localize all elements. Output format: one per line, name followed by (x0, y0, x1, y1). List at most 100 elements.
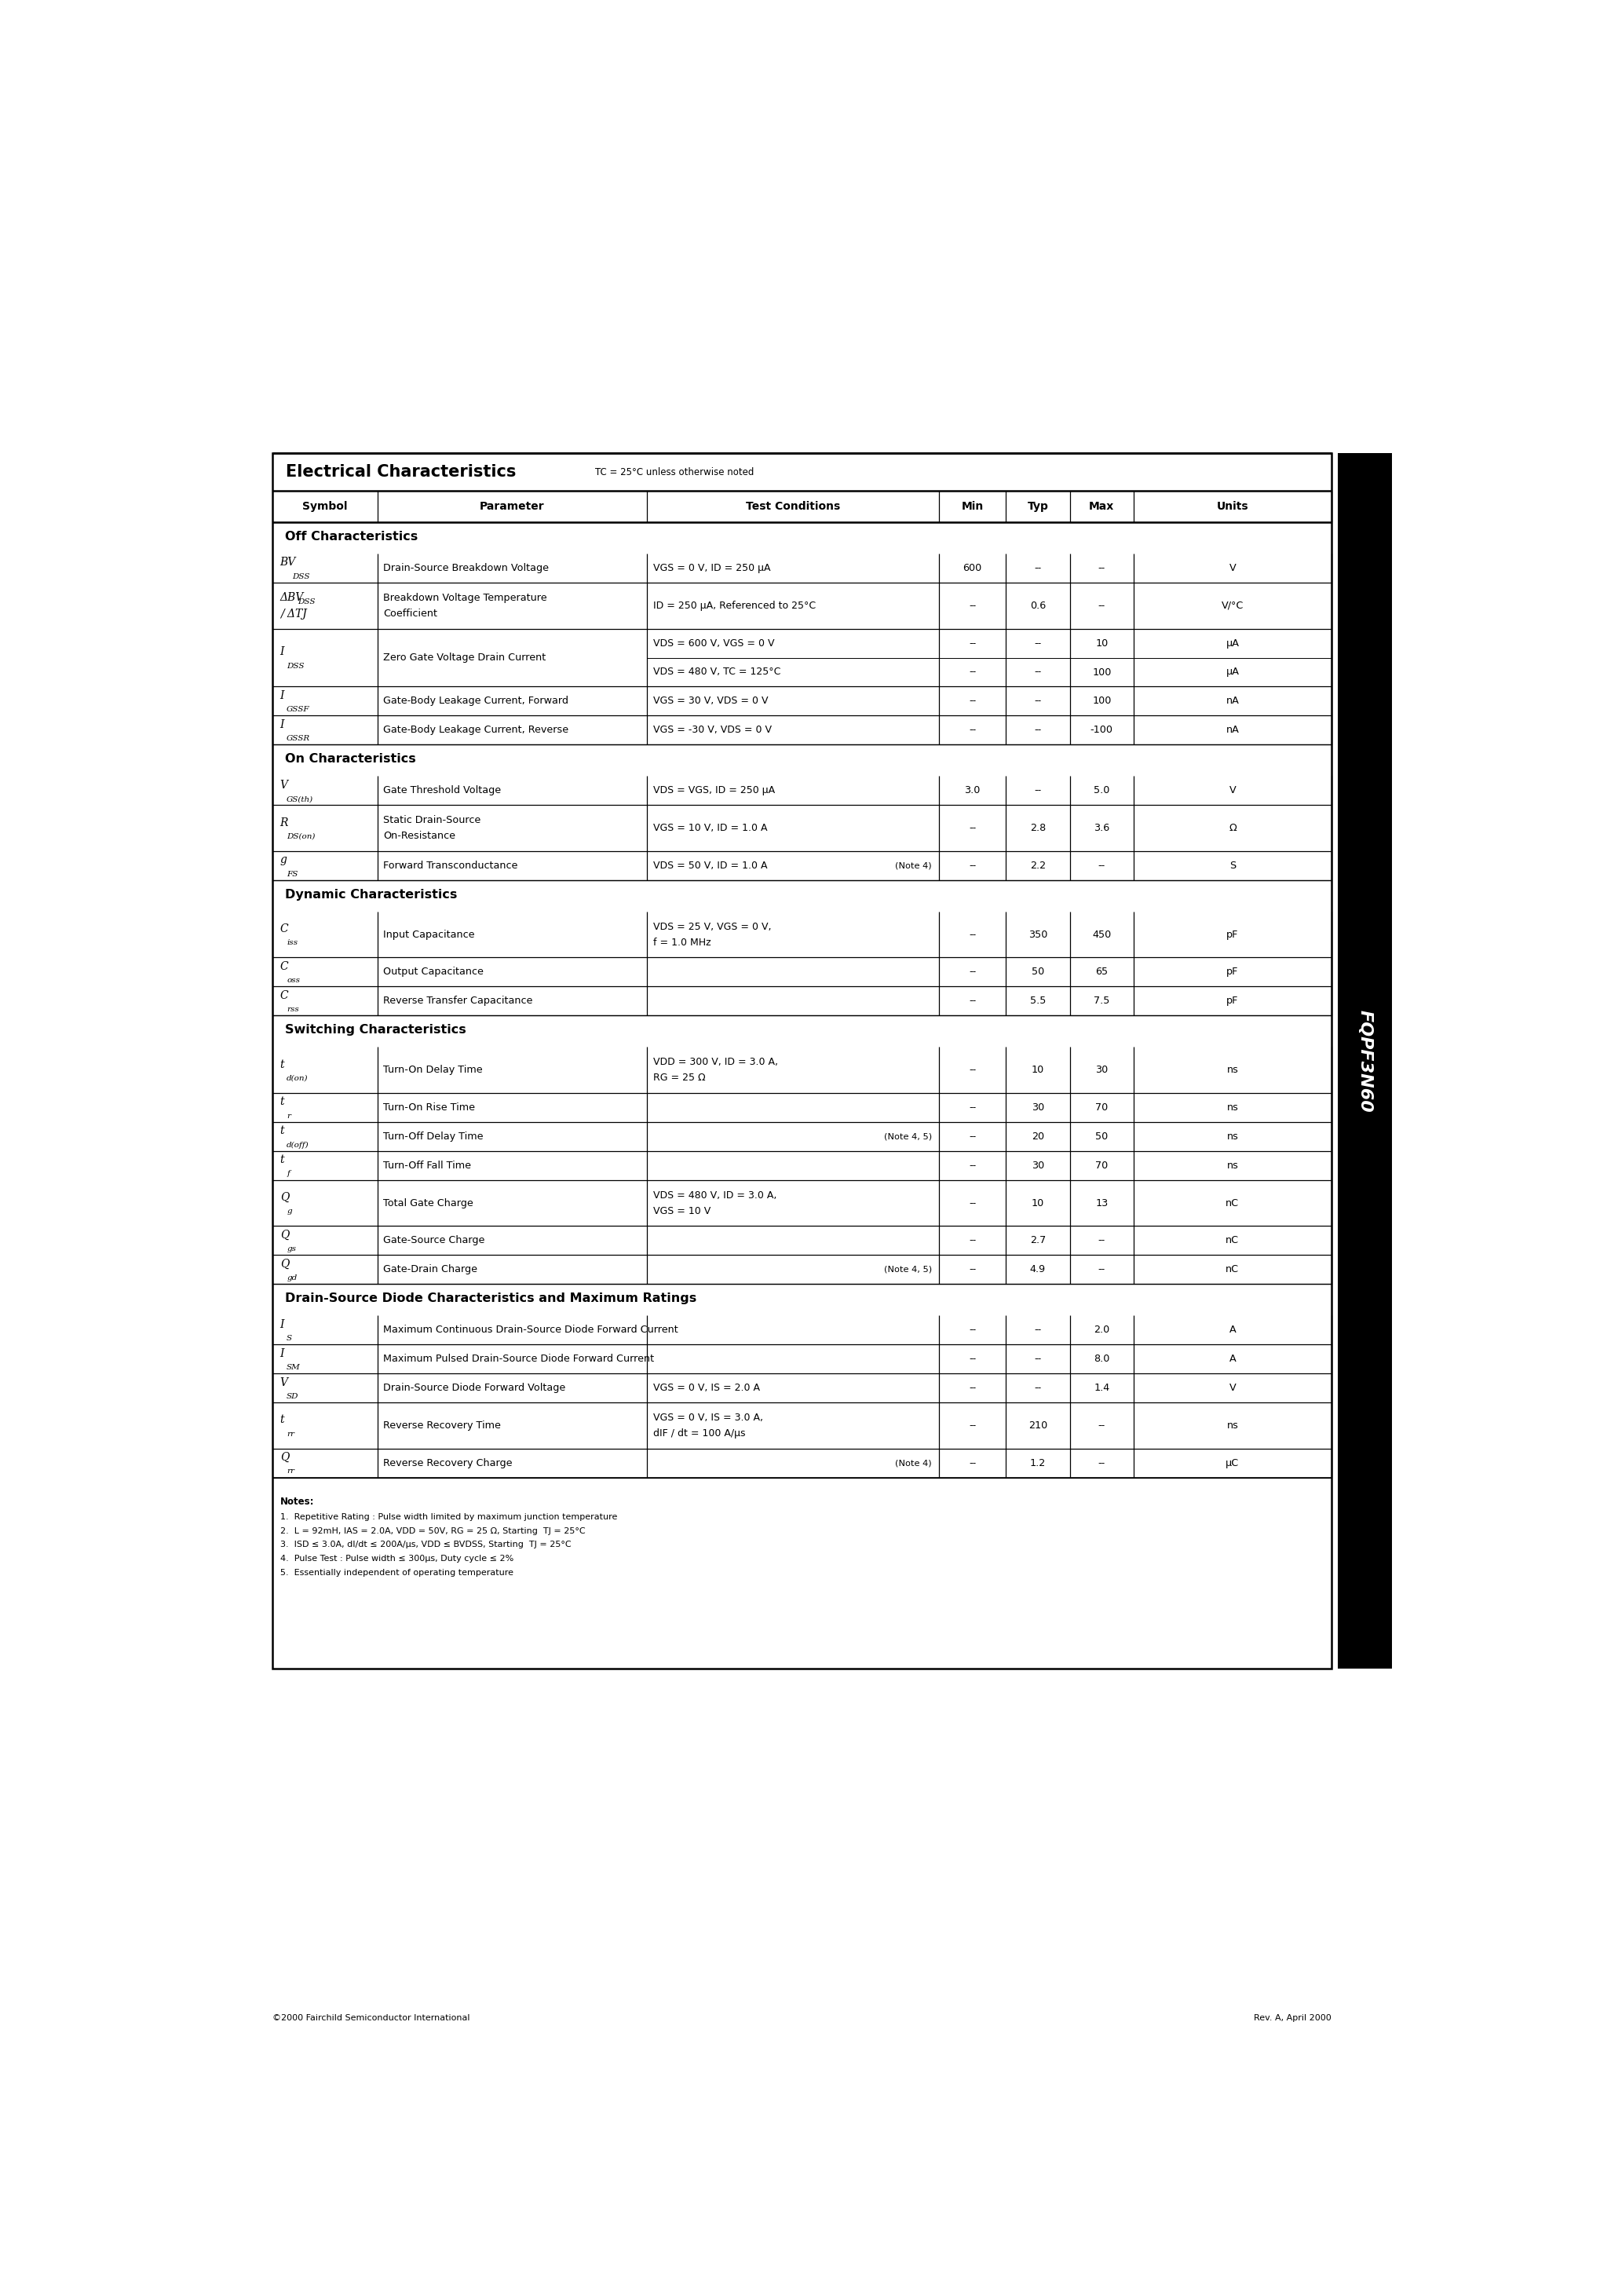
Text: d(on): d(on) (287, 1075, 308, 1081)
Text: VDS = 25 V, VGS = 0 V,: VDS = 25 V, VGS = 0 V, (654, 921, 770, 932)
Text: Q: Q (281, 1192, 289, 1203)
Text: (Note 4, 5): (Note 4, 5) (884, 1265, 931, 1274)
Text: C: C (281, 962, 289, 971)
Text: r: r (287, 1111, 290, 1120)
Text: --: -- (968, 1458, 976, 1467)
Text: μA: μA (1226, 668, 1239, 677)
Text: ns: ns (1226, 1065, 1238, 1075)
Text: VDS = 480 V, ID = 3.0 A,: VDS = 480 V, ID = 3.0 A, (654, 1189, 777, 1201)
Text: --: -- (968, 930, 976, 939)
Text: 210: 210 (1028, 1421, 1048, 1430)
Text: μA: μA (1226, 638, 1239, 647)
Text: V: V (281, 1378, 287, 1389)
Text: 1.  Repetitive Rating : Pulse width limited by maximum junction temperature: 1. Repetitive Rating : Pulse width limit… (281, 1513, 616, 1520)
Text: 350: 350 (1028, 930, 1048, 939)
Text: Total Gate Charge: Total Gate Charge (383, 1199, 474, 1208)
Text: rr: rr (287, 1430, 295, 1437)
Text: ΔBV: ΔBV (281, 592, 303, 602)
Text: S: S (1229, 861, 1236, 870)
Text: Gate-Source Charge: Gate-Source Charge (383, 1235, 485, 1247)
Text: --: -- (1098, 1265, 1105, 1274)
Text: Drain-Source Diode Forward Voltage: Drain-Source Diode Forward Voltage (383, 1382, 566, 1394)
Text: gd: gd (287, 1274, 297, 1281)
Text: VDD = 300 V, ID = 3.0 A,: VDD = 300 V, ID = 3.0 A, (654, 1056, 779, 1068)
Text: VGS = 0 V, IS = 2.0 A: VGS = 0 V, IS = 2.0 A (654, 1382, 759, 1394)
Text: On-Resistance: On-Resistance (383, 831, 456, 840)
Text: TC = 25°C unless otherwise noted: TC = 25°C unless otherwise noted (595, 466, 754, 478)
Text: SM: SM (287, 1364, 300, 1371)
Text: --: -- (968, 1065, 976, 1075)
Text: 10: 10 (1095, 638, 1108, 647)
Text: Turn-Off Delay Time: Turn-Off Delay Time (383, 1132, 483, 1141)
Text: VDS = 480 V, TC = 125°C: VDS = 480 V, TC = 125°C (654, 668, 780, 677)
Text: VDS = 50 V, ID = 1.0 A: VDS = 50 V, ID = 1.0 A (654, 861, 767, 870)
Text: Reverse Recovery Time: Reverse Recovery Time (383, 1421, 501, 1430)
Text: Drain-Source Breakdown Voltage: Drain-Source Breakdown Voltage (383, 563, 550, 574)
Text: nC: nC (1226, 1265, 1239, 1274)
Text: --: -- (1035, 1355, 1041, 1364)
Text: FS: FS (287, 870, 298, 877)
Text: 65: 65 (1095, 967, 1108, 978)
Text: Coefficient: Coefficient (383, 608, 438, 618)
Text: VDS = VGS, ID = 250 μA: VDS = VGS, ID = 250 μA (654, 785, 775, 797)
Text: DSS: DSS (298, 599, 315, 606)
Bar (1338, 452, 1392, 1669)
Text: BV: BV (281, 558, 295, 567)
Text: Input Capacitance: Input Capacitance (383, 930, 475, 939)
Text: g: g (281, 854, 287, 866)
Text: VGS = 0 V, ID = 250 μA: VGS = 0 V, ID = 250 μA (654, 563, 770, 574)
Text: --: -- (1035, 726, 1041, 735)
Text: Reverse Recovery Charge: Reverse Recovery Charge (383, 1458, 513, 1467)
Text: --: -- (968, 1159, 976, 1171)
Text: Breakdown Voltage Temperature: Breakdown Voltage Temperature (383, 592, 547, 604)
Text: --: -- (1098, 1421, 1105, 1430)
Text: (Note 4): (Note 4) (895, 1458, 931, 1467)
Text: Drain-Source Diode Characteristics and Maximum Ratings: Drain-Source Diode Characteristics and M… (285, 1293, 696, 1304)
Text: Max: Max (1088, 501, 1114, 512)
Text: rss: rss (287, 1006, 298, 1013)
Text: GS(th): GS(th) (287, 794, 313, 804)
Text: I: I (281, 1318, 284, 1329)
Text: 70: 70 (1095, 1102, 1108, 1114)
Text: 8.0: 8.0 (1093, 1355, 1109, 1364)
Text: Off Characteristics: Off Characteristics (285, 530, 418, 542)
Text: 4.  Pulse Test : Pulse width ≤ 300μs, Duty cycle ≤ 2%: 4. Pulse Test : Pulse width ≤ 300μs, Dut… (281, 1554, 514, 1564)
Text: f = 1.0 MHz: f = 1.0 MHz (654, 937, 710, 948)
Text: Reverse Transfer Capacitance: Reverse Transfer Capacitance (383, 996, 534, 1006)
Text: Min: Min (962, 501, 983, 512)
Text: 30: 30 (1032, 1102, 1045, 1114)
Text: --: -- (1098, 602, 1105, 611)
Text: Electrical Characteristics: Electrical Characteristics (285, 464, 516, 480)
Text: 10: 10 (1032, 1065, 1045, 1075)
Text: 20: 20 (1032, 1132, 1045, 1141)
Text: --: -- (968, 696, 976, 707)
Text: I: I (281, 647, 284, 657)
Text: V/°C: V/°C (1221, 602, 1244, 611)
Text: (Note 4, 5): (Note 4, 5) (884, 1132, 931, 1141)
Text: t: t (281, 1155, 284, 1166)
Text: 7.5: 7.5 (1093, 996, 1109, 1006)
Text: Gate Threshold Voltage: Gate Threshold Voltage (383, 785, 501, 797)
Text: S: S (287, 1334, 292, 1341)
Text: 13: 13 (1095, 1199, 1108, 1208)
Text: --: -- (968, 1132, 976, 1141)
Text: Maximum Continuous Drain-Source Diode Forward Current: Maximum Continuous Drain-Source Diode Fo… (383, 1325, 678, 1334)
Text: ns: ns (1226, 1102, 1238, 1114)
Text: Switching Characteristics: Switching Characteristics (285, 1024, 466, 1035)
Text: d(off): d(off) (287, 1141, 310, 1148)
Text: iss: iss (287, 939, 298, 946)
Text: I: I (281, 1348, 284, 1359)
Text: Typ: Typ (1027, 501, 1048, 512)
Text: 5.  Essentially independent of operating temperature: 5. Essentially independent of operating … (281, 1568, 513, 1577)
Text: Static Drain-Source: Static Drain-Source (383, 815, 482, 824)
Text: ID = 250 μA, Referenced to 25°C: ID = 250 μA, Referenced to 25°C (654, 602, 816, 611)
Text: --: -- (968, 1355, 976, 1364)
Text: 4.9: 4.9 (1030, 1265, 1046, 1274)
Text: t: t (281, 1414, 284, 1426)
Text: Output Capacitance: Output Capacitance (383, 967, 483, 978)
Text: VGS = 30 V, VDS = 0 V: VGS = 30 V, VDS = 0 V (654, 696, 767, 707)
Text: --: -- (968, 1199, 976, 1208)
Text: dIF / dt = 100 A/μs: dIF / dt = 100 A/μs (654, 1428, 744, 1440)
Text: RG = 25 Ω: RG = 25 Ω (654, 1072, 706, 1084)
Text: 2.2: 2.2 (1030, 861, 1046, 870)
